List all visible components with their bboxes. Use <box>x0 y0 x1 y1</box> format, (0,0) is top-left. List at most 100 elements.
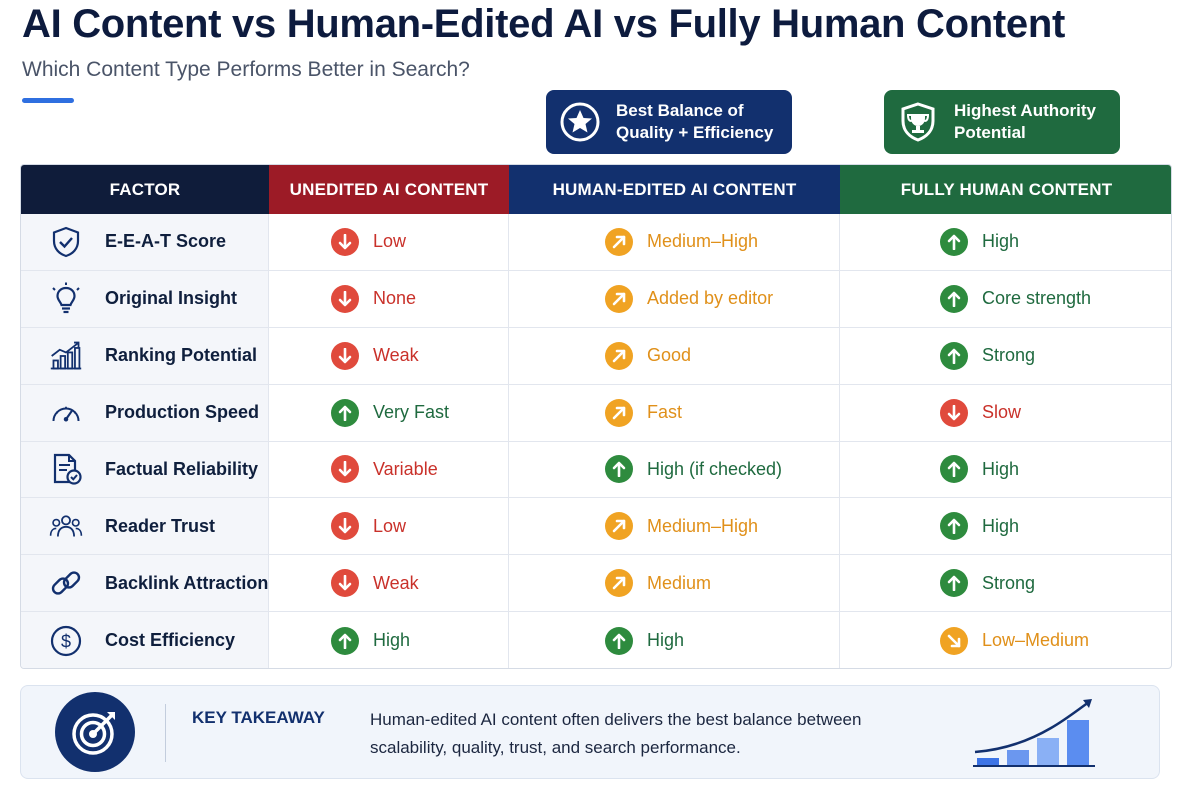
factor-label: Factual Reliability <box>105 458 259 479</box>
lightbulb-icon <box>49 282 83 316</box>
shield-check-icon <box>49 225 83 259</box>
arrow-up-icon <box>940 341 968 370</box>
takeaway-divider <box>165 704 166 762</box>
arrow-down-icon <box>331 227 359 256</box>
table-row: Production Speed Very Fast Fast Slow <box>21 384 1171 442</box>
arrow-up-right-icon <box>605 341 633 370</box>
value-text: Fast <box>647 402 683 423</box>
arrow-up-icon <box>331 398 359 427</box>
page-subtitle: Which Content Type Performs Better in Se… <box>22 58 470 81</box>
arrow-up-right-icon <box>605 284 633 313</box>
table-row: E-E-A-T Score Low Medium–High High <box>21 214 1171 271</box>
value-text: High <box>647 630 685 651</box>
header-fully-human: FULLY HUMAN CONTENT <box>840 165 1171 214</box>
table-row: $ Cost Efficiency High High Low–Medium <box>21 612 1171 668</box>
arrow-up-icon <box>940 455 968 484</box>
comparison-table: FACTOR UNEDITED AI CONTENT HUMAN-EDITED … <box>20 164 1172 669</box>
arrow-down-icon <box>331 284 359 313</box>
growth-chart-icon <box>49 339 83 373</box>
arrow-up-icon <box>605 455 633 484</box>
value-cell: High <box>840 442 1171 498</box>
arrow-down-icon <box>940 398 968 427</box>
value-text: High <box>373 630 411 651</box>
arrow-up-icon <box>940 227 968 256</box>
arrow-up-icon <box>940 569 968 598</box>
value-cell: Medium <box>509 555 840 612</box>
value-text: High <box>982 231 1020 252</box>
people-icon <box>49 509 83 543</box>
value-text: Weak <box>373 345 419 366</box>
factor-cell: E-E-A-T Score <box>21 214 269 270</box>
value-text: High <box>982 458 1020 479</box>
table-row: Reader Trust Low Medium–High High <box>21 498 1171 556</box>
value-cell: Weak <box>269 555 509 612</box>
factor-cell: Production Speed <box>21 384 269 441</box>
factor-label: Cost Efficiency <box>105 630 236 651</box>
page-title: AI Content vs Human-Edited AI vs Fully H… <box>22 2 1065 46</box>
value-text: Slow <box>982 402 1022 423</box>
factor-cell: Factual Reliability <box>21 441 269 498</box>
value-text: Core strength <box>982 288 1092 309</box>
table-body: E-E-A-T Score Low Medium–High High Original … <box>21 214 1171 668</box>
authority-callout-text: Highest Authority Potential <box>954 101 1096 142</box>
arrow-down-icon <box>331 455 359 484</box>
dollar-icon: $ <box>49 624 83 658</box>
arrow-up-icon <box>940 512 968 541</box>
arrow-up-icon <box>940 284 968 313</box>
value-cell: Variable <box>269 441 509 498</box>
value-cell: None <box>269 270 509 327</box>
balance-callout-text: Best Balance of Quality + Efficiency <box>616 101 774 142</box>
value-text: Weak <box>373 572 419 593</box>
value-cell: Added by editor <box>509 270 840 327</box>
key-takeaway-panel: KEY TAKEAWAY Human-edited AI content oft… <box>20 685 1160 779</box>
svg-text:$: $ <box>61 631 71 651</box>
factor-cell: Original Insight <box>21 270 269 327</box>
value-text: Added by editor <box>647 288 774 309</box>
rising-bar-chart-icon <box>971 694 1101 772</box>
document-check-icon <box>49 452 83 486</box>
value-cell: Low–Medium <box>840 612 1171 668</box>
arrow-up-right-icon <box>605 569 633 598</box>
table-row: Factual Reliability Variable High (if chec… <box>21 441 1171 499</box>
value-cell: Fast <box>509 384 840 441</box>
table-header: FACTOR UNEDITED AI CONTENT HUMAN-EDITED … <box>21 165 1171 214</box>
value-text: Strong <box>982 345 1036 366</box>
value-text: Good <box>647 345 692 366</box>
arrow-up-right-icon <box>605 398 633 427</box>
arrow-up-right-icon <box>605 512 633 541</box>
takeaway-text: Human-edited AI content often delivers t… <box>370 710 862 757</box>
star-badge-icon <box>558 100 602 144</box>
value-cell: High <box>269 612 509 668</box>
factor-label: Reader Trust <box>105 515 216 536</box>
value-cell: Slow <box>840 385 1171 441</box>
value-cell: High (if checked) <box>509 441 840 498</box>
value-text: Low <box>373 231 407 252</box>
value-cell: Low <box>269 498 509 555</box>
header-factor: FACTOR <box>21 165 269 214</box>
table-row: Ranking Potential Weak Good Strong <box>21 327 1171 385</box>
value-text: Medium <box>647 572 712 593</box>
arrow-down-icon <box>331 341 359 370</box>
header-unedited-ai: UNEDITED AI CONTENT <box>269 165 509 214</box>
value-cell: Core strength <box>840 271 1171 327</box>
value-cell: Strong <box>840 555 1171 611</box>
speedometer-icon <box>49 396 83 430</box>
value-cell: Medium–High <box>509 498 840 555</box>
target-arrow-icon <box>55 692 135 772</box>
value-cell: Very Fast <box>269 384 509 441</box>
factor-label: Ranking Potential <box>105 345 258 366</box>
value-cell: Weak <box>269 327 509 384</box>
value-text: Low–Medium <box>982 630 1090 651</box>
factor-cell: Ranking Potential <box>21 327 269 384</box>
arrow-down-icon <box>331 569 359 598</box>
value-text: Medium–High <box>647 231 759 252</box>
factor-label: Backlink Attraction <box>105 572 269 593</box>
link-icon <box>49 566 83 600</box>
balance-callout: Best Balance of Quality + Efficiency <box>546 90 792 154</box>
value-text: Variable <box>373 458 438 479</box>
value-cell: High <box>840 498 1171 554</box>
value-text: Very Fast <box>373 402 450 423</box>
value-cell: Low <box>269 214 509 270</box>
table-row: Original Insight None Added by editor Core … <box>21 270 1171 328</box>
trophy-shield-icon <box>896 100 940 144</box>
